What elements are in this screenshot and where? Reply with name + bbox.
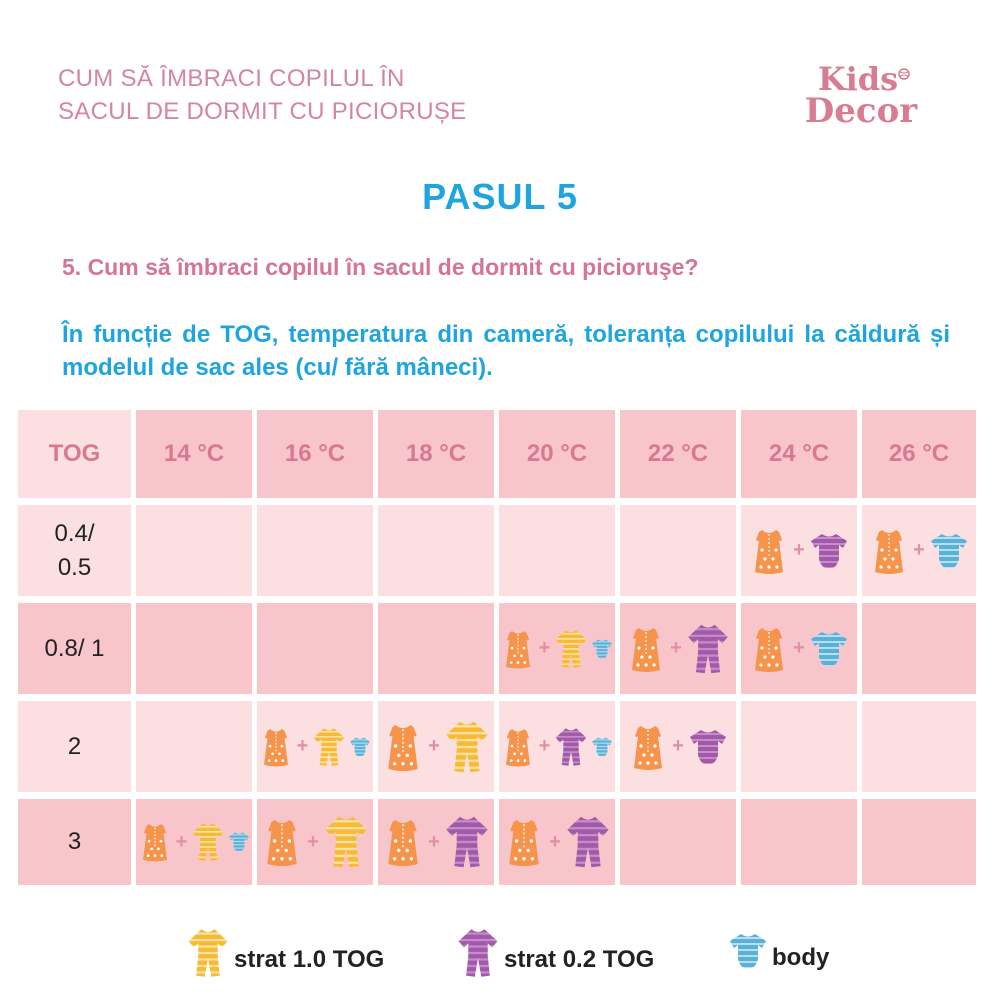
table-cell — [499, 505, 615, 596]
header-title-line2: SACUL DE DORMIT CU PICIORUȘE — [58, 98, 467, 125]
blue-bodysuit-icon — [728, 926, 768, 976]
table-cell: + — [741, 603, 857, 694]
legend-item-strat-0.2: strat 0.2 TOG — [456, 926, 654, 980]
kids-decor-logo: Kids Decor — [804, 60, 918, 131]
sleeping-sack-icon — [501, 627, 535, 671]
legend-label: strat 1.0 TOG — [234, 946, 385, 973]
sleeping-sack-icon — [503, 814, 545, 870]
yellow-sleepsuit-icon — [444, 718, 490, 776]
tog-temperature-table: TOG 14 °C 16 °C 18 °C 20 °C 22 °C 24 °C … — [18, 410, 976, 885]
table-cell — [862, 799, 976, 885]
column-header-22: 22 °C — [620, 410, 736, 498]
table-cell: + — [862, 505, 976, 596]
table-cell — [620, 505, 736, 596]
blue-bodysuit-icon — [809, 625, 849, 673]
yellow-sleepsuit-icon — [323, 813, 369, 871]
legend: strat 1.0 TOG strat 0.2 TOG body — [0, 926, 1000, 982]
column-header-20: 20 °C — [499, 410, 615, 498]
table-cell — [136, 603, 252, 694]
table-cell: + — [499, 701, 615, 792]
legend-item-body: body — [728, 926, 829, 976]
tog-label-3: 3 — [18, 799, 131, 885]
legend-item-strat-1: strat 1.0 TOG — [186, 926, 384, 980]
ball-icon — [898, 68, 910, 80]
column-header-14: 14 °C — [136, 410, 252, 498]
yellow-sleepsuit-icon — [554, 627, 588, 671]
intro-text: În funcție de TOG, temperatura din camer… — [62, 321, 950, 381]
purple-bodysuit-icon — [688, 723, 728, 771]
tog-label-0.8: 0.8/ 1 — [18, 603, 131, 694]
column-header-16: 16 °C — [257, 410, 373, 498]
table-cell — [378, 603, 494, 694]
sleeping-sack-icon — [259, 725, 293, 769]
table-cell: + — [499, 603, 615, 694]
yellow-sleepsuit-icon — [312, 725, 346, 769]
column-header-18: 18 °C — [378, 410, 494, 498]
header-title-line1: CUM SĂ ÎMBRACI COPILUL ÎN — [58, 65, 405, 92]
table-cell — [862, 603, 976, 694]
legend-label: body — [772, 944, 830, 971]
tog-label-2: 2 — [18, 701, 131, 792]
purple-sleepsuit-icon — [565, 813, 611, 871]
purple-bodysuit-icon — [809, 527, 849, 575]
table-cell: + — [136, 799, 252, 885]
table-cell — [257, 505, 373, 596]
table-cell — [378, 505, 494, 596]
tog-label-0.4: 0.4/0.5 — [18, 505, 131, 596]
sleeveless-sack-icon — [869, 525, 909, 577]
sleeping-sack-icon — [628, 720, 668, 774]
table-cell — [136, 701, 252, 792]
question-heading: 5. Cum să îmbraci copilul în sacul de do… — [62, 254, 699, 280]
header-title: CUM SĂ ÎMBRACI COPILUL ÎN SACUL DE DORMI… — [58, 62, 578, 128]
blue-bodysuit-icon — [591, 734, 613, 760]
sleeping-sack-icon — [261, 814, 303, 870]
table-cell — [136, 505, 252, 596]
table-cell: + — [257, 701, 373, 792]
sleeping-sack-icon — [382, 719, 424, 775]
yellow-sleepsuit-icon — [191, 820, 225, 864]
column-header-26: 26 °C — [862, 410, 976, 498]
step-title: PASUL 5 — [422, 176, 578, 217]
sleeping-sack-icon — [382, 814, 424, 870]
sleeping-sack-icon — [749, 622, 789, 676]
sleeping-sack-icon — [138, 820, 172, 864]
blue-bodysuit-icon — [228, 829, 250, 855]
blue-bodysuit-icon — [591, 636, 613, 662]
table-cell — [862, 701, 976, 792]
table-cell: + — [620, 701, 736, 792]
column-header-24: 24 °C — [741, 410, 857, 498]
table-cell: + — [499, 799, 615, 885]
yellow-sleepsuit-icon — [186, 926, 230, 980]
table-cell: + — [257, 799, 373, 885]
sleeping-sack-icon — [501, 725, 535, 769]
table-cell — [620, 799, 736, 885]
blue-bodysuit-icon — [349, 734, 371, 760]
purple-sleepsuit-icon — [444, 813, 490, 871]
purple-sleepsuit-icon — [456, 926, 500, 980]
sleeping-sack-icon — [626, 622, 666, 676]
legend-label: strat 0.2 TOG — [504, 946, 655, 973]
table-cell: + — [378, 701, 494, 792]
purple-sleepsuit-icon — [554, 725, 588, 769]
table-cell: + — [378, 799, 494, 885]
table-cell: + — [620, 603, 736, 694]
sleeveless-sack-icon — [749, 525, 789, 577]
table-cell — [741, 799, 857, 885]
table-cell — [741, 701, 857, 792]
purple-sleepsuit-icon — [686, 621, 730, 677]
blue-bodysuit-icon — [929, 527, 969, 575]
table-cell — [257, 603, 373, 694]
table-corner-tog: TOG — [18, 410, 131, 498]
table-cell: + — [741, 505, 857, 596]
